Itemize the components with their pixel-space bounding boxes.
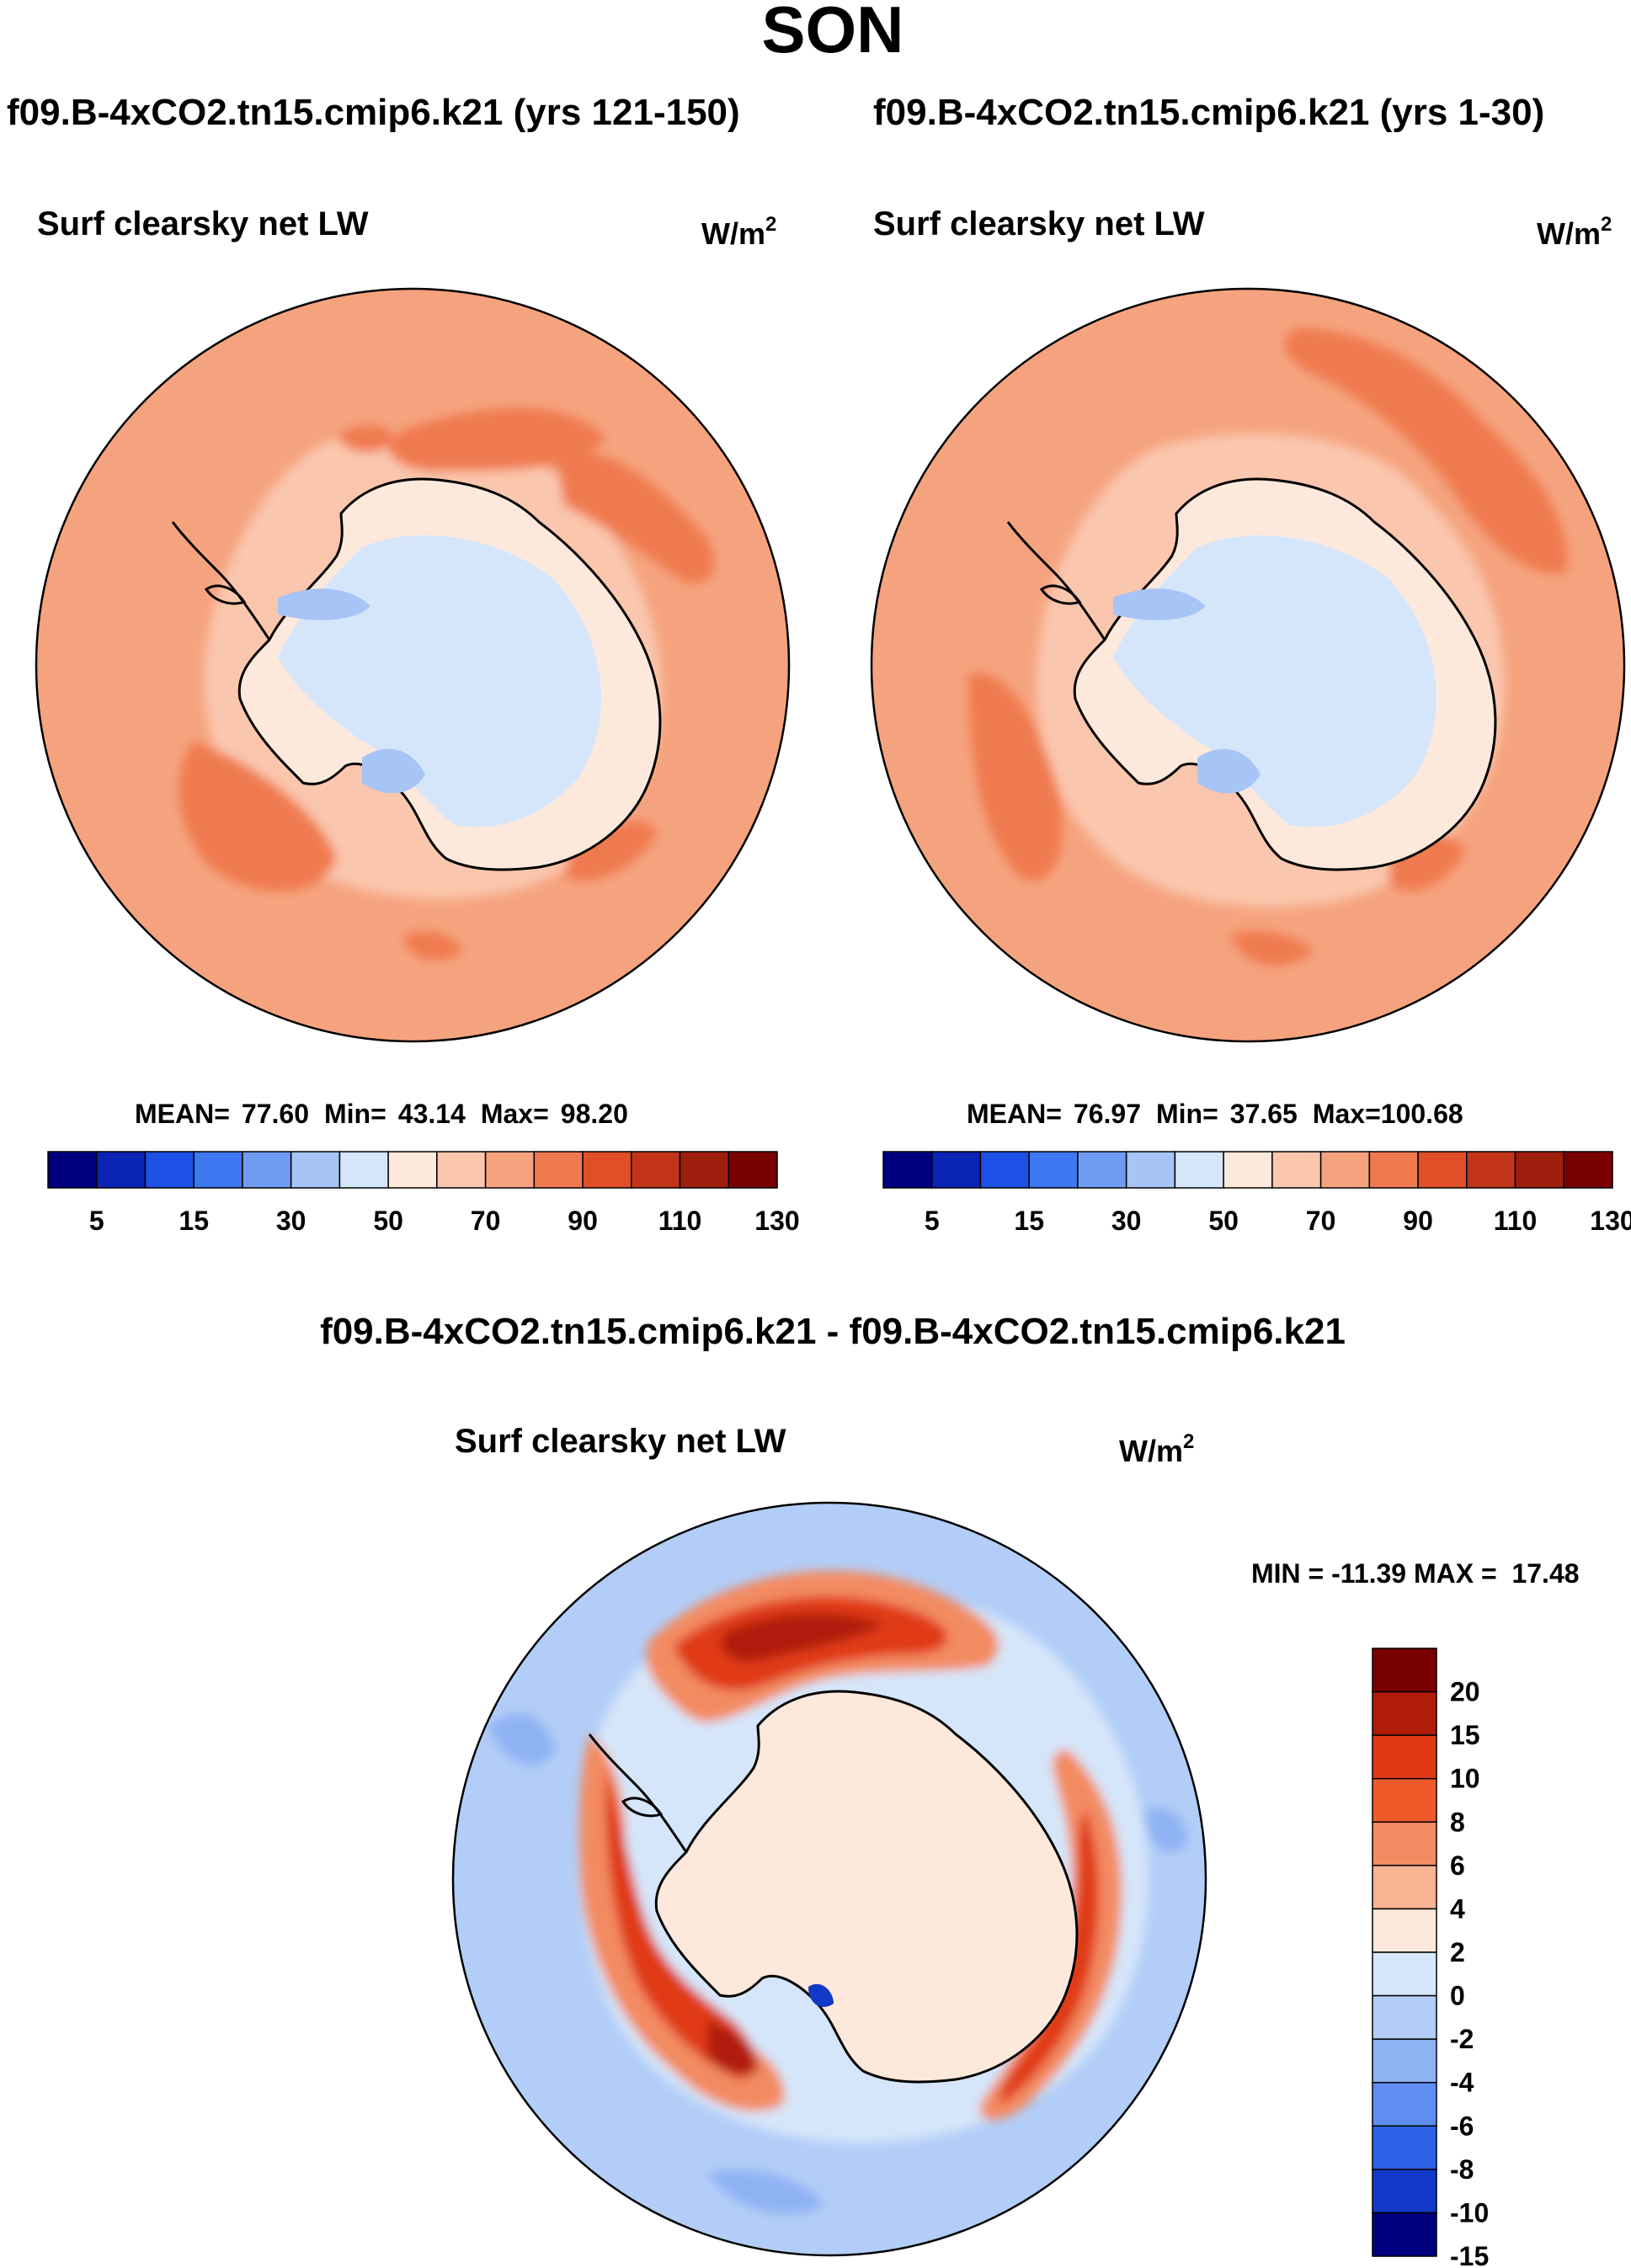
- panel-b-colorbar-tick-label: 70: [1306, 1206, 1336, 1236]
- diff-colorbar-swatch: [1372, 1908, 1437, 1953]
- panel-a-colorbar-swatch: [144, 1151, 195, 1189]
- diff-colorbar-tick-label: 15: [1450, 1720, 1480, 1750]
- panel-b-colorbar-swatch: [1223, 1151, 1273, 1189]
- panel-b-colorbar-swatch: [1077, 1151, 1127, 1189]
- diff-colorbar-tick-label: 0: [1450, 1981, 1465, 2011]
- panel-a-colorbar-tick-label: 110: [658, 1206, 702, 1236]
- diff-colorbar-swatch: [1372, 1734, 1437, 1780]
- panel-b-colorbar-swatch: [1417, 1151, 1468, 1189]
- panel-a-colorbar-tick-label: 70: [471, 1206, 501, 1236]
- panel-b-colorbar-tick-label: 5: [925, 1206, 940, 1236]
- diff-antarctica: [654, 1690, 1079, 2084]
- diff-colorbar-tick-label: 4: [1450, 1893, 1465, 1924]
- panel-b-case-title: f09.B-4xCO2.tn15.cmip6.k21 (yrs 1-30): [873, 92, 1544, 133]
- panel-b-colorbar-swatch: [1368, 1151, 1419, 1189]
- diff-colorbar-tick-label: -15: [1450, 2241, 1489, 2268]
- panel-b-colorbar-swatch: [1466, 1151, 1516, 1189]
- diff-colorbar-tick-label: 20: [1450, 1677, 1480, 1707]
- diff-variable: Surf clearsky net LW: [455, 1423, 786, 1460]
- panel-a-colorbar-tick-label: 90: [568, 1206, 598, 1236]
- panel-a-colorbar-tick-label: 130: [754, 1206, 799, 1236]
- panel-a-colorbar-swatch: [95, 1151, 147, 1189]
- diff-colorbar-tick-label: -2: [1450, 2024, 1474, 2054]
- panel-b-stats: MEAN= 76.97 Min= 37.65 Max=100.68: [967, 1099, 1463, 1129]
- diff-colorbar-swatch: [1372, 1994, 1437, 2040]
- diff-colorbar-swatch: [1372, 2081, 1437, 2127]
- panel-b-colorbar-tick-label: 15: [1014, 1206, 1044, 1236]
- panel-b-colorbar-tick-label: 90: [1403, 1206, 1433, 1236]
- panel-a-colorbar-tick-label: 50: [373, 1206, 403, 1236]
- panel-a-colorbar-swatch: [387, 1151, 438, 1189]
- panel-a-colorbar-swatch: [728, 1151, 778, 1189]
- diff-colorbar-tick-label: 6: [1450, 1850, 1465, 1881]
- panel-b-colorbar: 5 15 30 50 70 90 110 130: [882, 1151, 1631, 1236]
- panel-b-colorbar-tick-label: 30: [1111, 1206, 1142, 1236]
- diff-colorbar-swatch: [1372, 1821, 1437, 1866]
- map-panel-b: [870, 287, 1626, 1043]
- panel-b-colorbar-tick-label: 50: [1208, 1206, 1239, 1236]
- map-panel-a: [35, 287, 791, 1043]
- panel-a-colorbar-swatch: [631, 1151, 681, 1189]
- panel-a-colorbar-swatch: [679, 1151, 730, 1189]
- panel-b-colorbar-swatch: [1514, 1151, 1565, 1189]
- diff-title: f09.B-4xCO2.tn15.cmip6.k21 - f09.B-4xCO2…: [320, 1311, 1346, 1352]
- panel-b-colorbar-swatch: [1563, 1151, 1613, 1189]
- panel-a-units: W/m2: [701, 213, 776, 251]
- diff-minmax: MIN = -11.39 MAX = 17.48: [1251, 1558, 1580, 1589]
- panel-b-colorbar-swatch: [882, 1151, 933, 1189]
- panel-a-colorbar-tick-label: 5: [89, 1206, 104, 1236]
- panel-b-colorbar-swatch: [1319, 1151, 1371, 1189]
- panel-a-case-title: f09.B-4xCO2.tn15.cmip6.k21 (yrs 121-150): [7, 92, 740, 133]
- panel-a-colorbar-swatch: [533, 1151, 584, 1189]
- panel-b-colorbar-swatch: [1028, 1151, 1079, 1189]
- diff-colorbar-swatch: [1372, 1951, 1437, 1997]
- diff-colorbar-tick-label: 8: [1450, 1807, 1465, 1837]
- panel-a-colorbar-swatch: [47, 1151, 98, 1189]
- diff-colorbar-swatch: [1372, 2125, 1437, 2170]
- panel-b-units: W/m2: [1537, 213, 1612, 251]
- panel-a-colorbar-tick-label: 30: [276, 1206, 306, 1236]
- diff-colorbar-swatch: [1372, 1865, 1437, 1910]
- panel-a-colorbar-swatch: [484, 1151, 536, 1189]
- diff-colorbar-swatch: [1372, 2212, 1437, 2257]
- diff-colorbar-tick-label: 2: [1450, 1937, 1465, 1967]
- panel-a-variable: Surf clearsky net LW: [37, 205, 369, 242]
- map-diff: [451, 1501, 1207, 2257]
- panel-b-colorbar-swatch: [1271, 1151, 1322, 1189]
- diff-colorbar-swatch: [1372, 2169, 1437, 2214]
- panel-a-colorbar-swatch: [436, 1151, 487, 1189]
- panel-a-colorbar-swatch: [193, 1151, 243, 1189]
- panel-a-colorbar-swatch: [242, 1151, 292, 1189]
- diff-colorbar-swatch: [1372, 2038, 1437, 2084]
- diff-colorbar-tick-label: -10: [1450, 2197, 1489, 2228]
- panel-a-stats: MEAN= 77.60 Min= 43.14 Max= 98.20: [135, 1099, 628, 1129]
- panel-b-colorbar-swatch: [1125, 1151, 1176, 1189]
- panel-b-colorbar-swatch: [979, 1151, 1030, 1189]
- diff-colorbar-tick-label: -4: [1450, 2068, 1474, 2098]
- panel-a-colorbar-swatch: [290, 1151, 341, 1189]
- season-title: SON: [761, 0, 903, 67]
- panel-a-colorbar-swatch: [338, 1151, 389, 1189]
- panel-a-colorbar-tick-label: 15: [179, 1206, 209, 1236]
- diff-colorbar-tick-label: -6: [1450, 2111, 1474, 2141]
- panel-b-colorbar-tick-label: 110: [1494, 1206, 1538, 1236]
- diff-colorbar-swatch: [1372, 1690, 1437, 1736]
- panel-b-colorbar-tick-label: 130: [1590, 1206, 1631, 1236]
- diff-colorbar-swatch: [1372, 1777, 1437, 1823]
- panel-b-colorbar-swatch: [1174, 1151, 1224, 1189]
- panel-a-colorbar: 5 15 30 50 70 90 110 130: [47, 1151, 800, 1236]
- diff-colorbar-swatch: [1372, 1648, 1437, 1693]
- diff-units: W/m2: [1119, 1430, 1194, 1468]
- panel-b-variable: Surf clearsky net LW: [873, 205, 1205, 242]
- panel-a-colorbar-swatch: [582, 1151, 632, 1189]
- diff-colorbar-tick-label: -8: [1450, 2154, 1474, 2185]
- diff-colorbar-tick-label: 10: [1450, 1764, 1480, 1794]
- panel-b-colorbar-swatch: [930, 1151, 982, 1189]
